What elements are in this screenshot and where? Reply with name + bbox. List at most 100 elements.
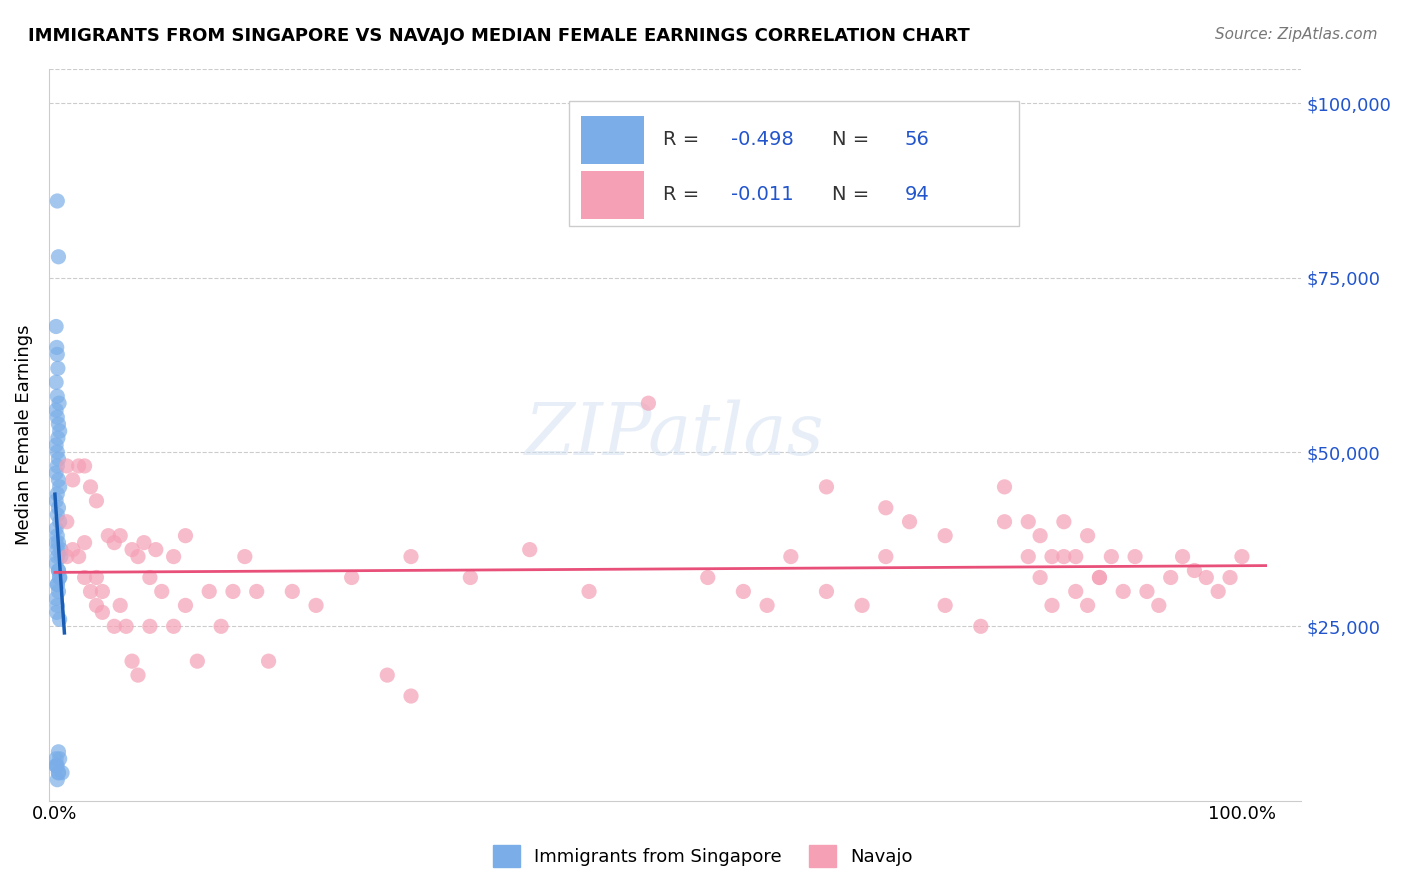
Point	[45, 493, 67, 508]
Point	[79, 584, 101, 599]
Point	[46, 577, 69, 591]
Point	[733, 584, 755, 599]
Point	[91, 606, 114, 620]
Y-axis label: Median Female Earnings: Median Female Earnings	[15, 325, 32, 545]
Point	[127, 549, 149, 564]
Point	[222, 584, 245, 599]
Point	[1195, 570, 1218, 584]
Point	[209, 619, 232, 633]
Point	[48, 612, 70, 626]
Point	[45, 591, 67, 606]
Point	[46, 758, 69, 772]
Point	[48, 570, 70, 584]
Point	[1040, 599, 1063, 613]
Point	[48, 424, 70, 438]
Point	[127, 668, 149, 682]
Point	[73, 535, 96, 549]
Point	[103, 535, 125, 549]
Point	[46, 361, 69, 376]
Point	[46, 487, 69, 501]
Point	[67, 458, 90, 473]
Point	[49, 542, 72, 557]
Point	[48, 500, 70, 515]
Point	[637, 396, 659, 410]
Point	[48, 745, 70, 759]
Point	[993, 515, 1015, 529]
Point	[46, 542, 69, 557]
Point	[150, 584, 173, 599]
Point	[875, 500, 897, 515]
Text: ZIPatlas: ZIPatlas	[526, 400, 825, 470]
Point	[46, 445, 69, 459]
Point	[578, 584, 600, 599]
Point	[1136, 584, 1159, 599]
Point	[851, 599, 873, 613]
Point	[174, 529, 197, 543]
Point	[1064, 549, 1087, 564]
Point	[756, 599, 779, 613]
Point	[46, 194, 69, 208]
Point	[48, 765, 70, 780]
Point	[198, 584, 221, 599]
Text: 56: 56	[904, 130, 929, 149]
Text: -0.498: -0.498	[731, 130, 794, 149]
Point	[281, 584, 304, 599]
Point	[121, 542, 143, 557]
Point	[145, 542, 167, 557]
Point	[108, 599, 131, 613]
Point	[48, 473, 70, 487]
Point	[48, 564, 70, 578]
Text: R =: R =	[662, 185, 704, 204]
Point	[1088, 570, 1111, 584]
Point	[257, 654, 280, 668]
Point	[86, 599, 108, 613]
Point	[1077, 529, 1099, 543]
Point	[460, 570, 482, 584]
Text: R =: R =	[662, 130, 704, 149]
Point	[1230, 549, 1253, 564]
Point	[115, 619, 138, 633]
Point	[1171, 549, 1194, 564]
Point	[1029, 529, 1052, 543]
Point	[48, 515, 70, 529]
Point	[1053, 549, 1076, 564]
Point	[45, 403, 67, 417]
Point	[45, 340, 67, 354]
Point	[97, 529, 120, 543]
Point	[815, 584, 838, 599]
Text: Source: ZipAtlas.com: Source: ZipAtlas.com	[1215, 27, 1378, 42]
Point	[48, 765, 70, 780]
Point	[48, 417, 70, 431]
Point	[875, 549, 897, 564]
Legend: Immigrants from Singapore, Navajo: Immigrants from Singapore, Navajo	[485, 838, 921, 874]
Point	[46, 347, 69, 361]
Point	[340, 570, 363, 584]
Point	[399, 549, 422, 564]
Point	[1206, 584, 1229, 599]
Point	[1099, 549, 1122, 564]
Point	[45, 522, 67, 536]
FancyBboxPatch shape	[568, 102, 1019, 226]
Point	[67, 549, 90, 564]
Point	[48, 535, 70, 549]
Point	[1064, 584, 1087, 599]
Text: N =: N =	[832, 185, 875, 204]
Point	[1029, 570, 1052, 584]
Point	[55, 549, 77, 564]
Point	[233, 549, 256, 564]
Point	[174, 599, 197, 613]
Point	[91, 584, 114, 599]
Text: -0.011: -0.011	[731, 185, 794, 204]
Point	[46, 389, 69, 403]
Point	[1112, 584, 1135, 599]
Point	[62, 542, 84, 557]
Point	[46, 549, 69, 564]
Point	[934, 529, 956, 543]
Point	[48, 396, 70, 410]
Point	[46, 410, 69, 425]
Point	[45, 466, 67, 480]
Point	[1053, 515, 1076, 529]
Point	[139, 619, 162, 633]
Point	[1017, 549, 1039, 564]
Point	[49, 549, 72, 564]
